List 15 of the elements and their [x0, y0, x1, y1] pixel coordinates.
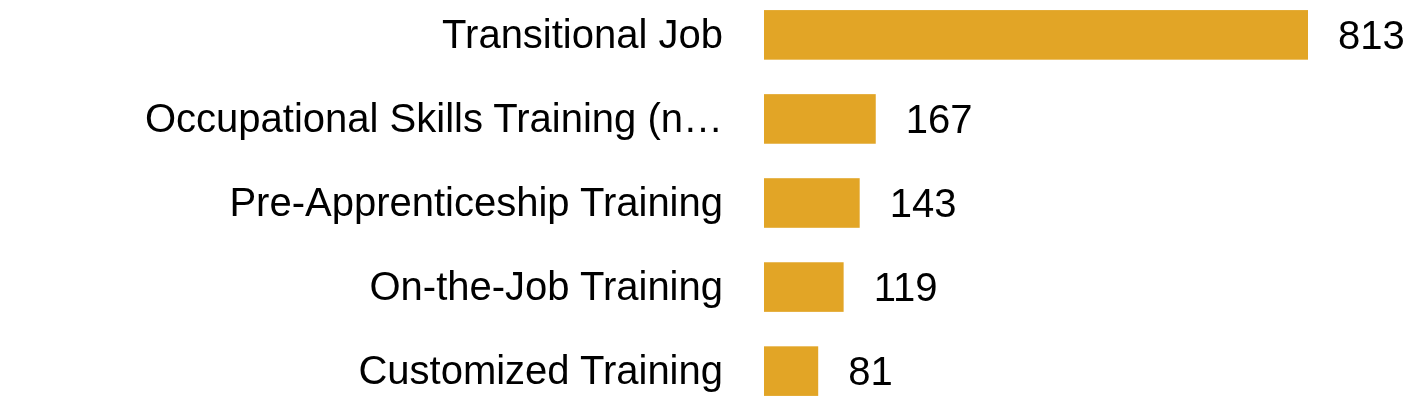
bar [764, 178, 860, 228]
bar [764, 94, 876, 144]
data-label: 143 [889, 181, 957, 225]
bar [764, 262, 844, 312]
data-label: 167 [905, 96, 973, 141]
y-tick-label: Pre-Apprenticeship Training [229, 179, 723, 224]
bar [764, 346, 819, 396]
y-tick-label: On-the-Job Training [369, 263, 723, 308]
y-tick-label: Transitional Job [442, 11, 723, 56]
y-tick-label: Occupational Skills Training (n… [144, 95, 723, 140]
y-tick-label: Customized Training [358, 347, 723, 392]
data-label: 81 [848, 349, 893, 394]
bar [764, 10, 1308, 60]
data-label: 813 [1338, 12, 1405, 57]
data-label: 119 [873, 265, 938, 310]
